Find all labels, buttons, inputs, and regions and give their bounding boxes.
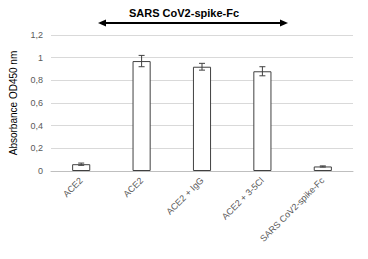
svg-text:ACE2: ACE2 <box>61 175 85 199</box>
svg-text:SARS CoV2-spike-Fc: SARS CoV2-spike-Fc <box>129 7 239 19</box>
svg-text:1,2: 1,2 <box>30 30 43 40</box>
svg-text:ACE2 + IgG: ACE2 + IgG <box>164 175 205 216</box>
svg-text:0,2: 0,2 <box>30 143 43 153</box>
svg-text:0: 0 <box>38 166 43 176</box>
svg-text:0,8: 0,8 <box>30 75 43 85</box>
svg-text:0,4: 0,4 <box>30 121 43 131</box>
svg-text:1: 1 <box>38 53 43 63</box>
svg-text:ACE2 + 3-5Cl: ACE2 + 3-5Cl <box>220 175 266 221</box>
svg-text:Absorbance OD450 nm: Absorbance OD450 nm <box>8 51 19 156</box>
svg-text:0,6: 0,6 <box>30 98 43 108</box>
svg-text:ACE2: ACE2 <box>121 175 145 199</box>
svg-text:SARS CoV2-spike-Fc: SARS CoV2-spike-Fc <box>258 175 327 244</box>
